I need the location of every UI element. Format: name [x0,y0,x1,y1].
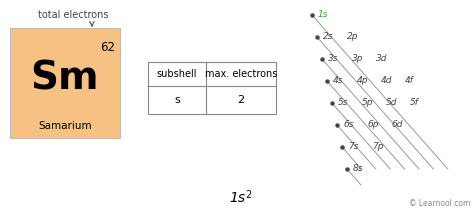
Bar [10,28,120,138]
Text: 7p: 7p [372,142,383,151]
Text: 4d: 4d [381,76,392,85]
Text: 3d: 3d [376,54,388,63]
Text: 1s: 1s [318,10,328,19]
Text: 6d: 6d [391,120,402,129]
Text: 4p: 4p [357,76,368,85]
Text: 2s: 2s [323,32,334,41]
Text: total electrons: total electrons [38,10,108,20]
Text: 7s: 7s [348,142,358,151]
Text: 6s: 6s [343,120,354,129]
Text: 2p: 2p [347,32,358,41]
Text: 5p: 5p [362,98,374,107]
Text: max. electrons: max. electrons [205,69,277,79]
Text: 1s: 1s [229,191,245,205]
Text: 5d: 5d [386,98,398,107]
Text: 4f: 4f [405,76,414,85]
Bar [148,62,276,114]
Text: 62: 62 [100,41,115,54]
Text: 2: 2 [245,190,251,200]
Text: 3p: 3p [352,54,364,63]
Text: subshell: subshell [157,69,197,79]
Text: Sm: Sm [31,59,100,97]
Text: 8s: 8s [353,164,364,173]
Text: 5s: 5s [338,98,348,107]
Text: 2: 2 [237,95,245,105]
Text: © Learnool.com: © Learnool.com [409,199,470,208]
Text: 5f: 5f [410,98,419,107]
Text: 3s: 3s [328,54,338,63]
Text: Samarium: Samarium [38,121,92,131]
Text: s: s [174,95,180,105]
Text: 6p: 6p [367,120,379,129]
Text: 4s: 4s [333,76,344,85]
